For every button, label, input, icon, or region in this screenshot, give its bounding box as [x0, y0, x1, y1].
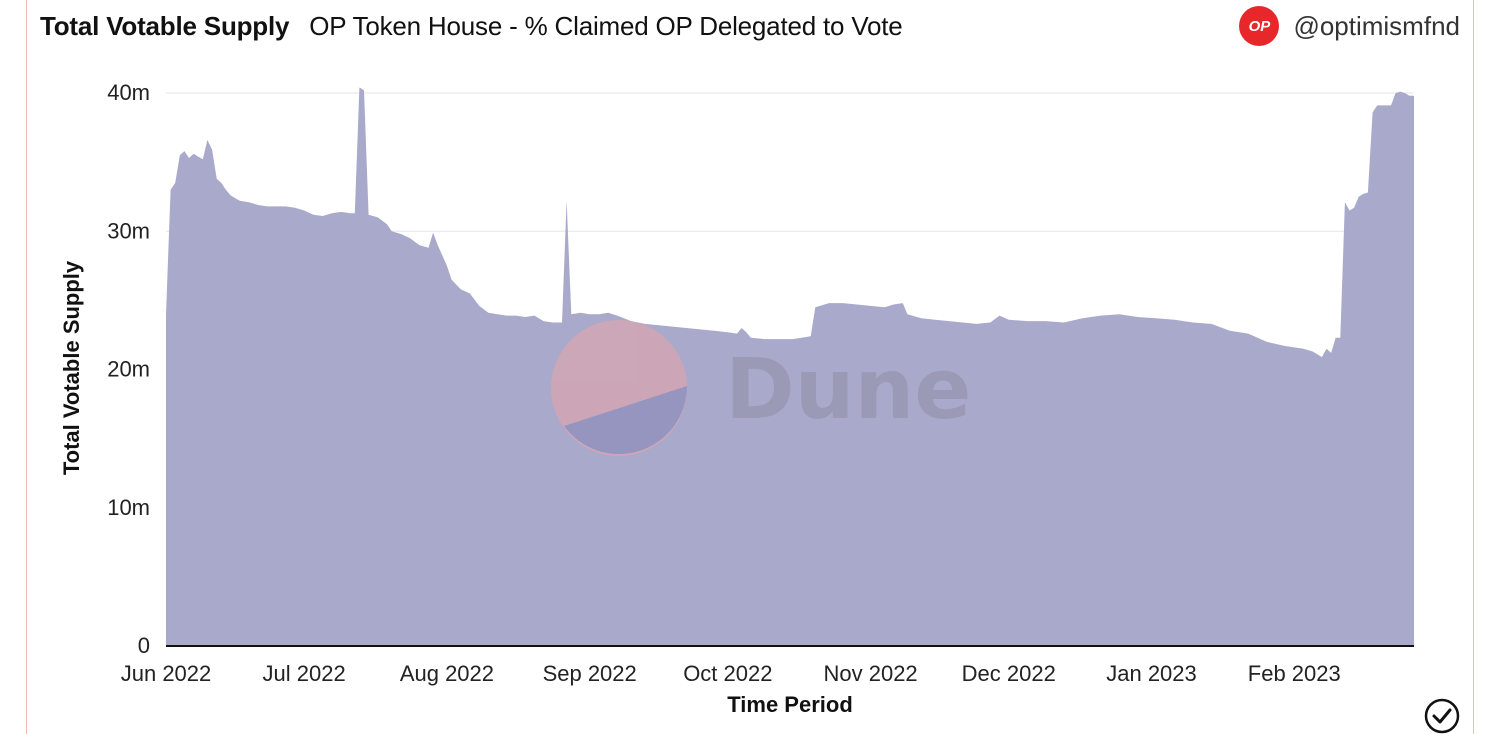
brand[interactable]: OP @optimismfnd — [1239, 6, 1460, 46]
chart-subtitle: OP Token House - % Claimed OP Delegated … — [309, 10, 903, 41]
chart-title: Total Votable Supply — [40, 10, 290, 41]
x-tick-label: Jun 2022 — [121, 661, 212, 686]
checkmark-icon[interactable] — [1424, 698, 1460, 734]
author-handle[interactable]: @optimismfnd — [1293, 10, 1460, 41]
dune-watermark-text: Dune — [725, 340, 971, 438]
frame-left-border — [26, 0, 27, 734]
y-tick-label: 40m — [107, 80, 150, 105]
chart-header: Total Votable Supply OP Token House - % … — [40, 8, 903, 44]
y-tick-label: 20m — [107, 357, 150, 382]
x-tick-label: Sep 2022 — [543, 661, 637, 686]
x-tick-label: Aug 2022 — [400, 661, 494, 686]
x-tick-label: Feb 2023 — [1248, 661, 1341, 686]
y-tick-label: 10m — [107, 495, 150, 520]
dune-logo-segment — [564, 386, 687, 455]
x-tick-label: Nov 2022 — [823, 661, 917, 686]
x-axis-label: Time Period — [727, 692, 853, 717]
y-tick-label: 30m — [107, 218, 150, 243]
y-axis-ticks: 0 10m 20m 30m 40m — [107, 80, 150, 658]
x-tick-label: Jan 2023 — [1106, 661, 1197, 686]
frame-right-border — [1473, 0, 1474, 734]
x-tick-label: Dec 2022 — [962, 661, 1056, 686]
series-area-path — [166, 87, 1414, 646]
dune-watermark: Dune — [551, 320, 971, 456]
optimism-logo-icon: OP — [1239, 6, 1280, 46]
series-area — [166, 87, 1414, 646]
y-tick-label: 0 — [138, 633, 150, 658]
x-tick-label: Oct 2022 — [683, 661, 772, 686]
x-axis-ticks: Jun 2022 Jul 2022 Aug 2022 Sep 2022 Oct 2022… — [121, 661, 1341, 686]
y-axis-label: Total Votable Supply — [59, 260, 84, 475]
x-tick-label: Jul 2022 — [263, 661, 346, 686]
